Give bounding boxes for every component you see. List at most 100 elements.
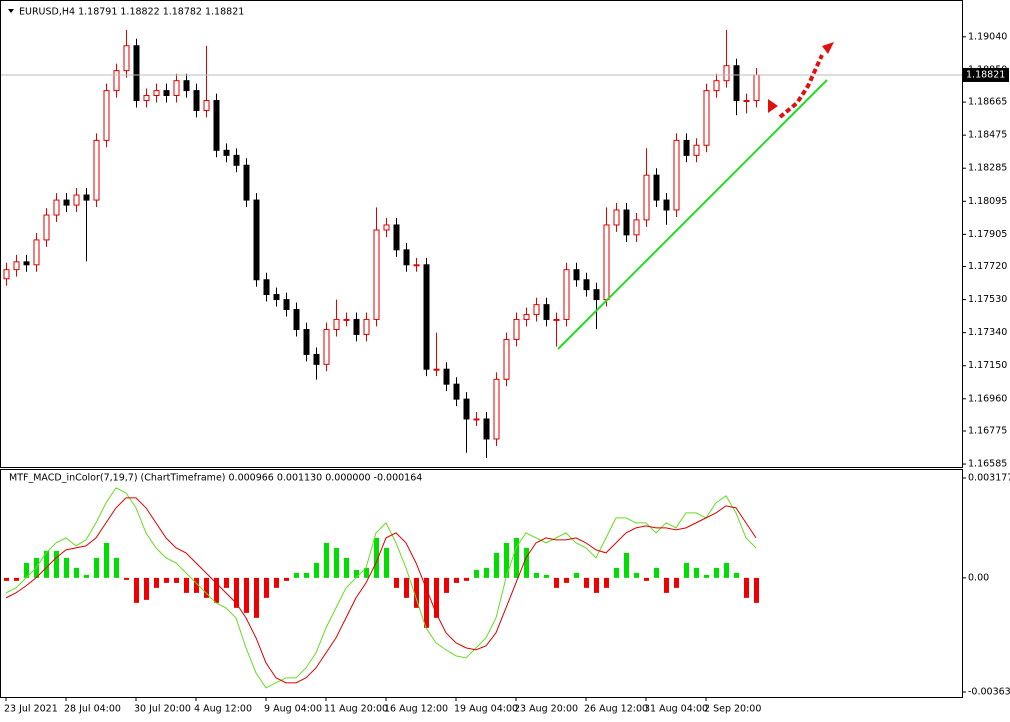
histogram-bar <box>734 572 739 578</box>
y-tick-label: 1.16585 <box>968 459 1007 470</box>
y-tick-label: 1.18285 <box>968 163 1007 174</box>
candle-body <box>463 398 470 420</box>
histogram-bar <box>554 577 559 588</box>
histogram-bar <box>644 577 649 581</box>
indicator-title: MTF_MACD_inColor(7,19,7) (ChartTimeframe… <box>9 473 422 484</box>
histogram-bar <box>254 577 259 618</box>
histogram-bar <box>204 577 209 598</box>
histogram-bar <box>134 577 139 603</box>
candle-body <box>703 90 710 146</box>
candle-body <box>713 80 720 92</box>
x-tick-label: 31 Aug 04:00 <box>644 704 708 715</box>
arrow-head <box>822 42 834 54</box>
candle-body <box>163 90 170 96</box>
candle-body <box>403 249 410 266</box>
candle-body <box>513 318 520 340</box>
histogram-bar <box>444 577 449 593</box>
histogram-bar <box>124 577 129 580</box>
candle-body <box>243 164 250 201</box>
histogram-bar <box>504 542 509 578</box>
menu-triangle[interactable] <box>8 9 14 13</box>
histogram-bar <box>664 577 669 593</box>
candle-body <box>143 94 150 102</box>
x-tick-label: 23 Jul 2021 <box>4 704 58 715</box>
histogram-bar <box>344 557 349 578</box>
candle-body <box>273 294 280 301</box>
histogram-bar <box>44 550 49 578</box>
y-tick-label: 1.19040 <box>968 31 1007 42</box>
y-tick-label: 1.16960 <box>968 393 1007 404</box>
histogram-bar <box>454 577 459 583</box>
histogram-bar <box>144 577 149 600</box>
histogram-bar <box>304 572 309 578</box>
candle-body <box>23 261 30 266</box>
y-tick-label: 1.17530 <box>968 294 1007 305</box>
histogram-bar <box>354 569 359 578</box>
candle-body <box>623 209 630 236</box>
last-price-label: 1.18821 <box>966 69 1005 80</box>
indicator-line <box>5 497 757 684</box>
candle-body <box>313 353 320 365</box>
histogram-bar <box>184 577 189 593</box>
y-tick-label: 1.16775 <box>968 425 1007 436</box>
candle-body <box>173 80 180 96</box>
candle-body <box>413 264 420 267</box>
candle-body <box>213 100 220 151</box>
candle-body <box>443 368 450 385</box>
histogram-bar <box>464 577 469 581</box>
y-tick-label: 1.17905 <box>968 229 1007 240</box>
histogram-bar <box>514 537 519 578</box>
candle-body <box>383 224 390 231</box>
candle-body <box>303 329 310 355</box>
x-tick-label: 23 Aug 20:00 <box>514 704 578 715</box>
histogram-bar <box>654 567 659 578</box>
candle-body <box>363 318 370 335</box>
histogram-bar <box>484 567 489 578</box>
candle-body <box>603 224 610 301</box>
candle-body <box>183 80 190 92</box>
candle-body <box>643 174 650 221</box>
candle-body <box>233 154 240 166</box>
histogram-bar <box>624 552 629 578</box>
candle-body <box>83 194 90 201</box>
histogram-bar <box>244 577 249 613</box>
candle-body <box>523 314 530 320</box>
histogram-bar <box>384 547 389 578</box>
histogram-bar <box>4 577 9 581</box>
candle-body <box>683 139 690 156</box>
candle-body <box>693 144 700 156</box>
y-tick-label: 0.00 <box>968 572 989 583</box>
candle-body <box>43 214 50 241</box>
candle-body <box>423 264 430 370</box>
histogram-bar <box>154 577 159 588</box>
indicator-line <box>5 487 757 689</box>
histogram-bar <box>704 574 709 578</box>
histogram-bar <box>714 567 719 578</box>
candle-body <box>613 209 620 226</box>
chart-title: EURUSD,H4 1.18791 1.18822 1.18782 1.1882… <box>19 7 244 18</box>
candle-body <box>673 139 680 211</box>
y-tick-label: 0.003177 <box>968 472 1010 483</box>
histogram-bar <box>314 562 319 578</box>
histogram-bar <box>284 577 289 581</box>
candle-body <box>53 199 60 216</box>
candle-body <box>663 199 670 211</box>
candle-body <box>373 229 380 320</box>
x-tick-label: 28 Jul 04:00 <box>64 704 121 715</box>
histogram-bar <box>234 577 239 608</box>
x-tick-label: 11 Aug 20:00 <box>324 704 388 715</box>
histogram-bar <box>164 577 169 583</box>
x-tick-label: 19 Aug 04:00 <box>454 704 518 715</box>
histogram-bar <box>174 577 179 583</box>
candle-body <box>283 299 290 311</box>
y-tick-label: -0.00363 <box>968 687 1010 698</box>
histogram-bar <box>404 577 409 598</box>
histogram-bar <box>194 577 199 593</box>
histogram-bar <box>324 542 329 578</box>
histogram-bar <box>64 557 69 578</box>
candle-body <box>93 139 100 201</box>
projection-arrow <box>778 54 824 119</box>
candle-body <box>223 149 230 156</box>
candle-body <box>103 90 110 141</box>
candle-body <box>323 329 330 365</box>
